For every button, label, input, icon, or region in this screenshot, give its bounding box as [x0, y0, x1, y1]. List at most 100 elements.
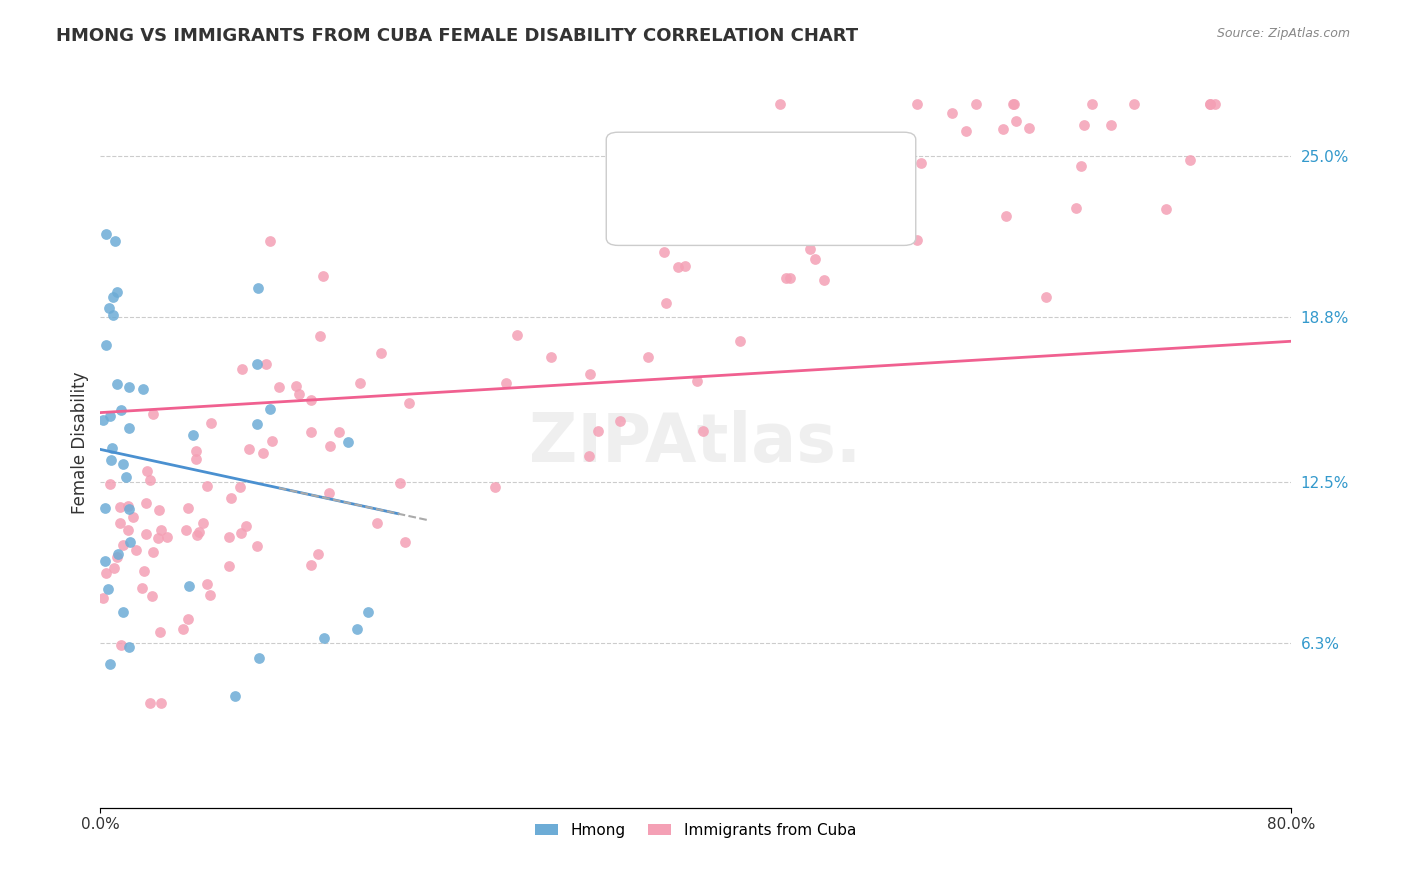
- Point: [578, 450, 600, 464]
- Point: [804, 252, 827, 266]
- Point: [110, 638, 132, 652]
- Point: [98, 476, 121, 491]
- Point: [794, 226, 817, 240]
- Point: [609, 413, 631, 427]
- Point: [252, 446, 274, 460]
- Point: [312, 631, 335, 645]
- FancyBboxPatch shape: [606, 132, 915, 245]
- Point: [652, 244, 675, 259]
- Point: [135, 465, 157, 479]
- Point: [655, 296, 678, 310]
- Point: [132, 564, 155, 578]
- Point: [1204, 96, 1226, 111]
- Point: [198, 589, 221, 603]
- Point: [905, 96, 928, 111]
- Point: [495, 376, 517, 390]
- Point: [107, 548, 129, 562]
- Point: [260, 434, 283, 448]
- Point: [135, 496, 157, 510]
- Point: [177, 501, 200, 516]
- Point: [299, 558, 322, 572]
- Point: [506, 327, 529, 342]
- Point: [1199, 96, 1222, 111]
- Point: [118, 640, 141, 654]
- Point: [139, 697, 162, 711]
- Point: [197, 576, 219, 591]
- Point: [540, 351, 562, 365]
- Point: [200, 417, 222, 431]
- Point: [814, 220, 837, 235]
- Point: [148, 503, 170, 517]
- Point: [299, 425, 322, 440]
- Point: [177, 579, 200, 593]
- Point: [101, 290, 124, 304]
- Point: [941, 105, 963, 120]
- Point: [172, 622, 194, 636]
- Point: [218, 559, 240, 574]
- Point: [318, 486, 340, 500]
- Point: [100, 441, 122, 455]
- Point: [117, 523, 139, 537]
- Point: [98, 409, 121, 423]
- Point: [103, 560, 125, 574]
- Point: [312, 269, 335, 284]
- Point: [108, 500, 131, 514]
- Point: [308, 328, 330, 343]
- Point: [388, 475, 411, 490]
- Point: [1035, 291, 1057, 305]
- Point: [100, 657, 122, 672]
- Point: [1001, 96, 1024, 111]
- Point: [254, 357, 277, 371]
- Point: [115, 469, 138, 483]
- Point: [328, 425, 350, 439]
- Point: [1070, 159, 1092, 173]
- Point: [637, 351, 659, 365]
- Point: [131, 582, 153, 596]
- Point: [686, 374, 709, 388]
- Point: [319, 439, 342, 453]
- Point: [94, 566, 117, 580]
- Point: [174, 523, 197, 537]
- Text: ZIPAtlas.: ZIPAtlas.: [530, 409, 862, 475]
- Point: [579, 367, 602, 381]
- Point: [125, 543, 148, 558]
- Point: [120, 535, 142, 549]
- Point: [231, 362, 253, 376]
- Point: [965, 96, 987, 111]
- Point: [149, 624, 172, 639]
- Point: [156, 530, 179, 544]
- Point: [346, 622, 368, 636]
- Point: [111, 457, 134, 471]
- Point: [235, 518, 257, 533]
- Point: [991, 121, 1014, 136]
- Point: [1002, 96, 1025, 111]
- Point: [111, 605, 134, 619]
- Point: [142, 544, 165, 558]
- Point: [370, 346, 392, 360]
- Point: [1099, 118, 1122, 132]
- Point: [105, 285, 128, 300]
- Point: [692, 425, 714, 439]
- Point: [619, 179, 641, 194]
- Point: [905, 233, 928, 247]
- Text: HMONG VS IMMIGRANTS FROM CUBA FEMALE DISABILITY CORRELATION CHART: HMONG VS IMMIGRANTS FROM CUBA FEMALE DIS…: [56, 27, 859, 45]
- Point: [247, 651, 270, 665]
- Point: [307, 548, 329, 562]
- Point: [1178, 153, 1201, 168]
- Point: [142, 408, 165, 422]
- Point: [193, 516, 215, 530]
- Point: [799, 242, 821, 256]
- Point: [1073, 118, 1095, 132]
- Point: [484, 480, 506, 494]
- Point: [267, 380, 290, 394]
- Point: [299, 392, 322, 407]
- Point: [110, 403, 132, 417]
- Text: Source: ZipAtlas.com: Source: ZipAtlas.com: [1216, 27, 1350, 40]
- Point: [586, 424, 609, 438]
- Point: [105, 549, 128, 564]
- Point: [1154, 202, 1177, 216]
- Point: [673, 259, 696, 273]
- Legend: Hmong, Immigrants from Cuba: Hmong, Immigrants from Cuba: [529, 817, 862, 844]
- Point: [728, 334, 751, 348]
- Point: [1122, 96, 1144, 111]
